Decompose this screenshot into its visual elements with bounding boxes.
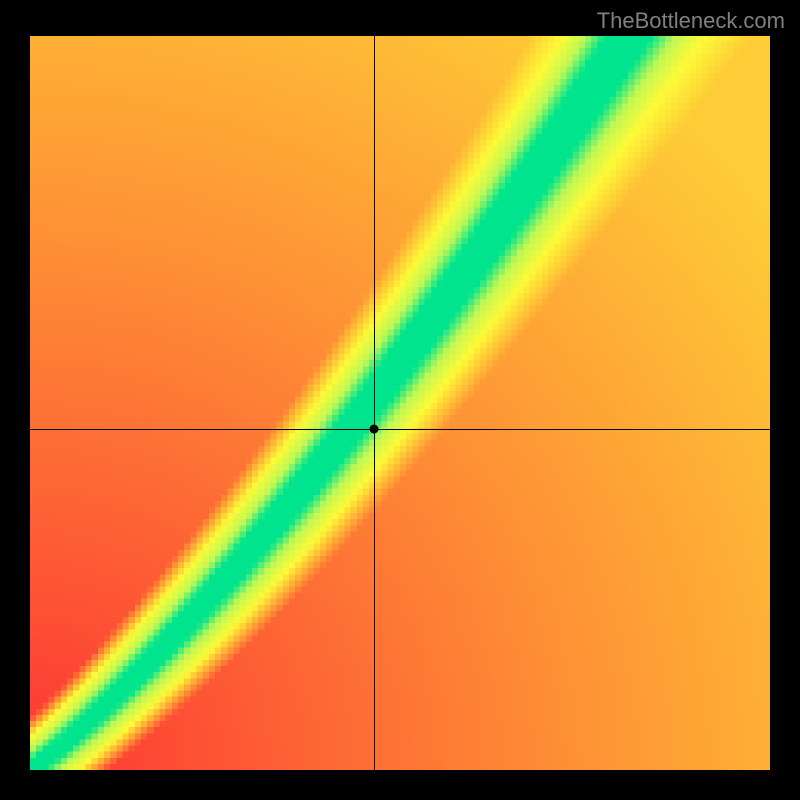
selection-marker <box>370 425 379 434</box>
crosshair-vertical <box>374 36 375 770</box>
crosshair-horizontal <box>30 429 770 430</box>
watermark-text: TheBottleneck.com <box>597 8 785 34</box>
bottleneck-heatmap <box>30 36 770 770</box>
heatmap-container <box>30 36 770 770</box>
